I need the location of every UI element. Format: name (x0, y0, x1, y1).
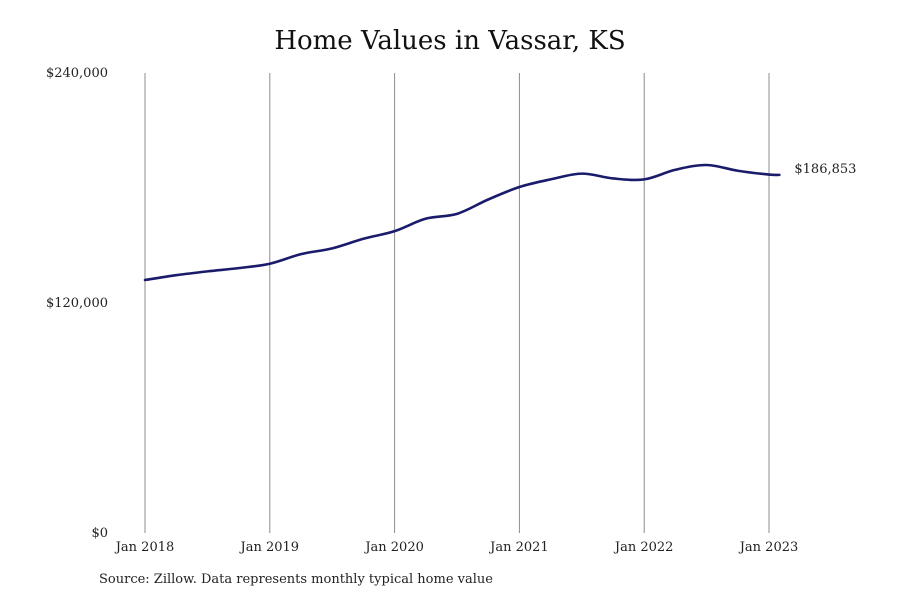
x-tick-label: Jan 2020 (363, 540, 424, 555)
x-tick-label: Jan 2019 (239, 540, 300, 555)
x-tick-label: Jan 2023 (738, 540, 799, 555)
chart-title: Home Values in Vassar, KS (274, 26, 626, 56)
end-value-label: $186,853 (794, 162, 856, 177)
x-axis-ticks: Jan 2018 Jan 2019 Jan 2020 Jan 2021 Jan 2022… (114, 540, 799, 555)
x-tick-label: Jan 2018 (114, 540, 175, 555)
grid-lines (144, 73, 770, 533)
x-tick-label: Jan 2022 (613, 540, 674, 555)
x-tick-label: Jan 2021 (488, 540, 549, 555)
series-lines (143, 163, 781, 282)
y-tick-label: $240,000 (46, 66, 108, 81)
y-tick-label: $120,000 (46, 296, 108, 311)
y-axis-ticks: $0 $120,000 $240,000 (46, 66, 108, 541)
data-labels: $186,853 (794, 162, 856, 177)
source-note: Source: Zillow. Data represents monthly … (99, 572, 493, 587)
y-tick-label: $0 (91, 526, 108, 541)
series-line (143, 163, 781, 282)
